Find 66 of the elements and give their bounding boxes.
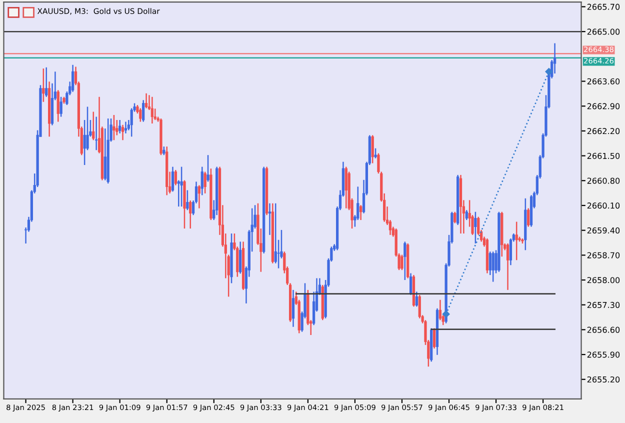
candlestick <box>60 96 62 118</box>
candlestick <box>92 111 95 141</box>
candlestick <box>415 291 418 308</box>
candlestick <box>200 166 204 196</box>
y-tick-label: 2665.70 <box>587 4 620 10</box>
candlestick <box>130 108 133 138</box>
y-tick-label: 2660.80 <box>587 178 620 184</box>
candlestick <box>492 250 494 282</box>
candlestick <box>142 99 145 122</box>
candlestick <box>112 114 116 141</box>
candlestick <box>95 116 98 151</box>
candlestick <box>404 241 406 281</box>
candlestick <box>553 42 556 74</box>
y-tick-label: 2657.30 <box>587 302 620 308</box>
candlestick <box>409 272 412 296</box>
candlestick <box>86 106 89 151</box>
candlestick <box>45 66 48 98</box>
candlestick <box>515 221 518 261</box>
candlestick <box>174 169 177 186</box>
candlestick <box>454 211 456 224</box>
candlestick <box>42 68 45 102</box>
y-tick-label: 2661.50 <box>587 152 620 159</box>
candlestick <box>171 166 174 192</box>
candlestick <box>277 239 280 269</box>
y-tick-label: 2659.40 <box>587 227 620 234</box>
candlestick <box>56 90 60 122</box>
y-tick-label: 2655.20 <box>587 376 620 383</box>
y-tick-label: 2658.00 <box>587 277 620 284</box>
candlestick <box>186 190 189 211</box>
y-tick-label: 2660.10 <box>587 202 620 209</box>
candlestick <box>400 254 404 271</box>
candlestick <box>371 134 374 164</box>
candlestick <box>139 108 142 122</box>
candlestick <box>292 289 295 328</box>
candlestick <box>206 154 210 182</box>
y-tick-label: 2662.20 <box>587 128 620 134</box>
candlestick <box>83 119 86 166</box>
candlestick <box>180 166 183 208</box>
candlestick <box>465 209 468 221</box>
candlestick <box>118 119 122 134</box>
candlestick <box>121 124 124 141</box>
candlestick <box>198 184 200 209</box>
candlestick <box>177 180 180 208</box>
y-tick-label: 2656.60 <box>587 326 620 333</box>
candlestick <box>189 200 192 230</box>
candlestick <box>144 92 148 109</box>
candlestick <box>506 242 510 291</box>
candlestick <box>124 121 128 134</box>
candlestick <box>509 238 512 266</box>
candlestick <box>438 299 442 321</box>
y-tick-label: 2665.00 <box>587 28 620 35</box>
candlestick <box>268 202 272 236</box>
candlestick <box>374 148 377 159</box>
y-tick-label: 2655.90 <box>587 352 620 358</box>
candlestick <box>116 119 118 136</box>
candlestick <box>344 166 348 209</box>
candlestick <box>72 64 74 93</box>
candlestick <box>527 208 530 228</box>
y-tick-label: 2662.90 <box>587 103 620 110</box>
y-tick-label: 2663.60 <box>587 78 620 84</box>
candlestick <box>474 211 477 244</box>
candlestick <box>150 96 154 124</box>
y-tick-label: 2658.70 <box>587 252 620 258</box>
candlestick <box>204 171 206 194</box>
candlestick <box>239 241 242 274</box>
candlestick <box>360 204 362 221</box>
